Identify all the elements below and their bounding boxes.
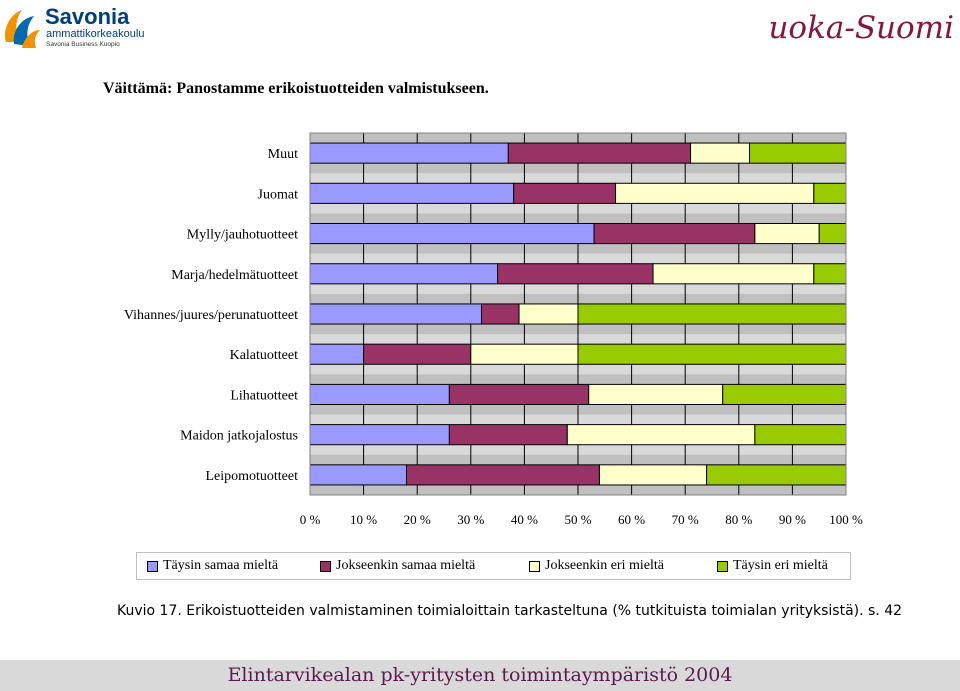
stacked-bar-chart: Muut Juomat Mylly/jauhotuotteet Marja/hedel… [124, 132, 863, 527]
bar-segment-1 [309, 303, 483, 325]
bar-segment-4 [749, 142, 847, 164]
bar-segment-1 [309, 464, 407, 486]
legend-label-3: Jokseenkin eri mieltä [545, 558, 664, 573]
bar-segment-2 [481, 303, 520, 325]
category-label: Maidon jatkojalostus [180, 429, 298, 444]
bar-segment-2 [497, 263, 654, 285]
bar-segment-1 [309, 142, 509, 164]
legend-swatch-3 [529, 560, 540, 572]
x-tick-label: 50 % [564, 512, 591, 527]
x-tick-label: 60 % [618, 512, 645, 527]
bar-segment-3 [615, 182, 815, 204]
caption-text: . Erikoistuotteiden valmistaminen toimia… [177, 603, 903, 619]
bar-segment-3 [598, 464, 708, 486]
x-tick-label: 20 % [404, 512, 431, 527]
bar-segment-2 [363, 343, 472, 365]
legend-swatch-2 [320, 560, 331, 572]
x-tick-label: 80 % [725, 512, 752, 527]
bar-segment-2 [405, 464, 600, 486]
category-label: Leipomotuotteet [205, 469, 298, 484]
savonia-logo-line2: Savonia Business Kuopio [46, 41, 120, 48]
bar-segment-4 [722, 383, 847, 405]
category-label: Mylly/jauhotuotteet [187, 228, 298, 243]
bar-segment-2 [513, 182, 617, 204]
footer-title: Elintarvikealan pk-yritysten toimintaymp… [227, 664, 733, 686]
plot-border [309, 132, 847, 496]
category-label: Kalatuotteet [230, 348, 299, 363]
x-tick-label: 90 % [779, 512, 806, 527]
category-label: Juomat [258, 187, 299, 202]
x-tick-label: 40 % [511, 512, 538, 527]
chart-legend: Täysin samaa mieltä Jokseenkin samaa mie… [136, 552, 851, 580]
bar-segment-4 [706, 464, 847, 486]
bar-segment-1 [309, 424, 450, 446]
savonia-logo-name: Savonia [45, 4, 130, 29]
savonia-logo-line1: ammattikorkeakoulu [46, 28, 144, 40]
bar-segment-4 [818, 223, 847, 245]
figure-caption: Kuvio 17. Erikoistuotteiden valmistamine… [117, 603, 902, 619]
bar-segment-4 [577, 303, 847, 325]
category-label: Lihatuotteet [230, 388, 298, 403]
bar-segment-1 [309, 182, 515, 204]
legend-swatch-1 [147, 560, 158, 572]
x-tick-label: 0 % [300, 512, 321, 527]
bar-segment-3 [518, 303, 579, 325]
category-label: Marja/hedelmätuotteet [171, 268, 298, 283]
bar-segment-1 [309, 223, 595, 245]
bar-segment-3 [754, 223, 820, 245]
x-tick-label: 100 % [829, 512, 863, 527]
x-tick-label: 30 % [457, 512, 484, 527]
legend-swatch-4 [717, 560, 728, 572]
x-tick-label: 70 % [672, 512, 699, 527]
savonia-logo: Savonia ammattikorkeakoulu Savonia Busin… [4, 4, 144, 48]
ruoka-suomi-logo-text: Ruoka-Suomi [770, 10, 954, 46]
bar-segment-1 [309, 383, 450, 405]
legend-item-1: Täysin samaa mieltä [147, 558, 278, 574]
x-tick-label: 10 % [350, 512, 377, 527]
bar-segment-4 [754, 424, 847, 446]
bar-segment-4 [577, 343, 847, 365]
bar-segment-3 [690, 142, 751, 164]
bar-segment-4 [813, 182, 847, 204]
bar-segment-1 [309, 263, 499, 285]
legend-item-2: Jokseenkin samaa mieltä [320, 558, 475, 574]
bar-segment-3 [470, 343, 579, 365]
bar-segment-3 [566, 424, 756, 446]
footer-band [0, 660, 960, 691]
legend-item-4: Täysin eri mieltä [717, 558, 828, 574]
bar-segment-2 [507, 142, 692, 164]
bar-segment-2 [448, 383, 590, 405]
savonia-logo-mark [4, 10, 40, 48]
caption-label: Kuvio 17 [117, 603, 178, 619]
bar-segment-2 [593, 223, 756, 245]
legend-label-4: Täysin eri mieltä [733, 558, 828, 573]
ruoka-suomi-logo: Ruoka-Suomi [770, 10, 954, 46]
bar-segment-4 [813, 263, 847, 285]
category-label: Vihannes/juures/perunatuotteet [124, 308, 298, 323]
bar-segment-3 [588, 383, 724, 405]
legend-label-2: Jokseenkin samaa mieltä [336, 558, 476, 573]
bar-segment-3 [652, 263, 815, 285]
bar-segment-1 [309, 343, 365, 365]
bar-segment-2 [448, 424, 568, 446]
category-label: Muut [268, 147, 298, 162]
legend-label-1: Täysin samaa mieltä [163, 558, 279, 573]
chart-title: Väittämä: Panostamme erikoistuotteiden v… [103, 80, 489, 97]
legend-item-3: Jokseenkin eri mieltä [529, 558, 664, 574]
